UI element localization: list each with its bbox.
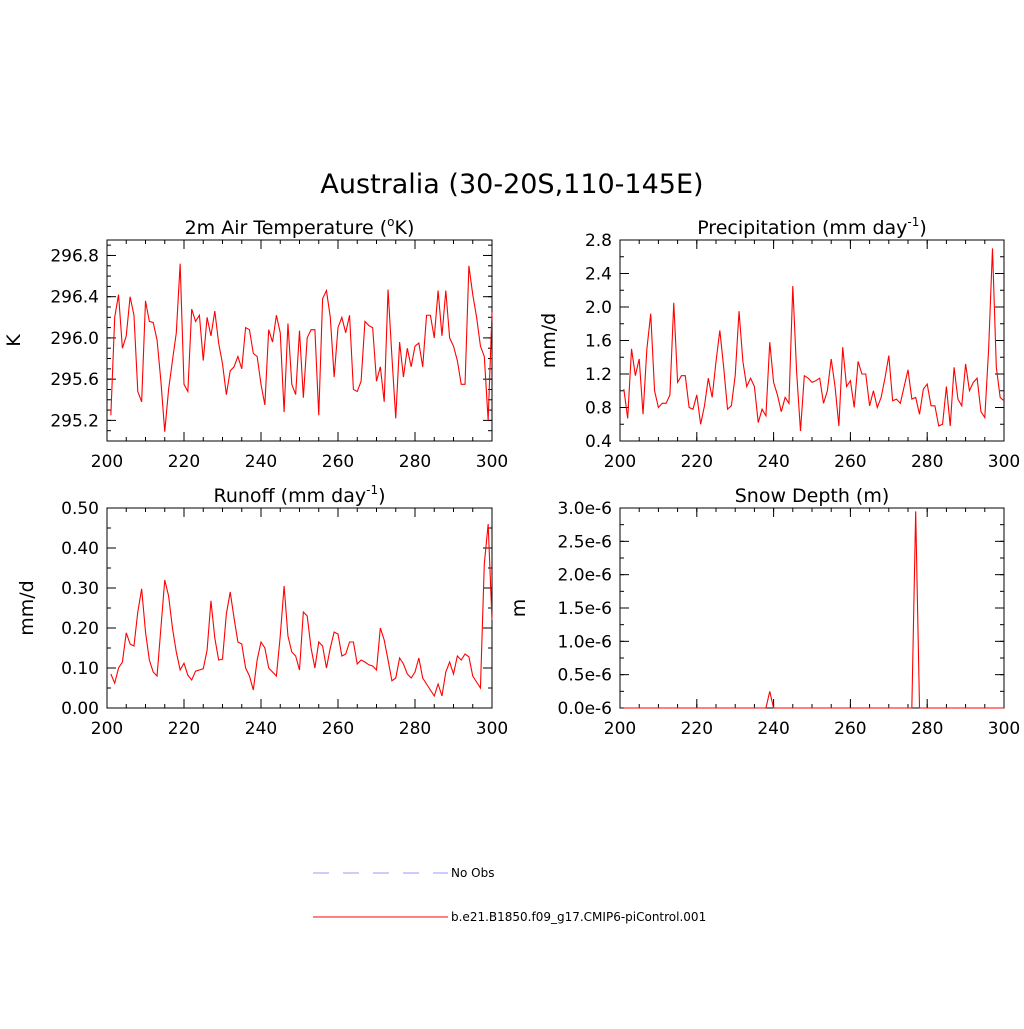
x-tick-label: 220	[681, 452, 713, 472]
figure-title: Australia (30-20S,110-145E)	[320, 169, 703, 200]
panel-title: Snow Depth (m)	[735, 485, 890, 507]
series-line-1	[110, 263, 493, 432]
plot-frame	[619, 239, 1005, 442]
y-tick-label: 2.8	[585, 231, 612, 251]
chart-panel-1: 200 220 240 260 280 300 295.2 295.6 296.0 296.4 29…	[3, 215, 508, 472]
y-tick-label: 0.30	[61, 579, 99, 599]
y-axis-label: mm/d	[538, 313, 560, 368]
y-tick-label: 0.0e-6	[558, 699, 612, 719]
legend-model-label: b.e21.B1850.f09_g17.CMIP6-piControl.001	[451, 910, 706, 924]
y-tick-label: 0.4	[585, 432, 612, 452]
y-tick-label: 0.8	[585, 399, 612, 419]
x-tick-label: 200	[604, 452, 636, 472]
y-tick-label: 1.5e-6	[558, 599, 612, 619]
y-tick-label: 295.6	[50, 370, 99, 390]
x-tick-label: 280	[399, 719, 431, 739]
plot-frame	[619, 507, 1005, 709]
y-tick-label: 0.20	[61, 619, 99, 639]
y-tick-label: 2.5e-6	[558, 532, 612, 552]
plot-frame	[106, 507, 493, 709]
x-tick-label: 260	[322, 719, 354, 739]
y-tick-label: 296.4	[50, 288, 99, 308]
panel-title: Precipitation (mm day-1)	[697, 215, 927, 239]
x-tick-label: 220	[168, 719, 200, 739]
x-tick-label: 260	[834, 452, 866, 472]
series-line-1	[110, 523, 493, 698]
y-tick-label: 1.2	[585, 365, 612, 385]
chart-panels: 200 220 240 260 280 300 295.2 295.6 296.0 296.4 29…	[3, 215, 1020, 739]
x-tick-label: 200	[604, 719, 636, 739]
x-tick-label: 280	[911, 452, 943, 472]
y-tick-label: 2.0	[585, 298, 612, 318]
y-tick-label: 0.40	[61, 539, 99, 559]
y-tick-label: 1.0e-6	[558, 632, 612, 652]
chart-panel-2: 200 220 240 260 280 300 0.4 0.8 1.2 1.6 2.0 2.4 2.8 P…	[538, 215, 1020, 472]
y-tick-label: 2.0e-6	[558, 566, 612, 586]
x-tick-label: 240	[245, 719, 277, 739]
x-tick-label: 300	[988, 452, 1020, 472]
y-axis-label: mm/d	[16, 580, 38, 635]
x-tick-label: 200	[91, 719, 123, 739]
x-tick-label: 220	[168, 452, 200, 472]
x-tick-label: 280	[911, 719, 943, 739]
y-tick-label: 1.6	[585, 332, 612, 352]
y-tick-label: 0.50	[61, 499, 99, 519]
series-line-1	[623, 511, 1004, 709]
chart-panel-3: 200 220 240 260 280 300 0.00 0.10 0.20 0.30 0.40 0.…	[16, 483, 508, 739]
chart-panel-4: 200 220 240 260 280 300 0.0e-6 0.5e-6 1.0e-6 1.5e…	[508, 485, 1020, 739]
y-tick-label: 0.10	[61, 659, 99, 679]
y-tick-label: 0.5e-6	[558, 666, 612, 686]
y-axis-label: K	[3, 334, 25, 347]
x-tick-label: 220	[681, 719, 713, 739]
y-axis-label: m	[508, 599, 530, 618]
panel-title: 2m Air Temperature (oK)	[185, 215, 415, 239]
x-tick-label: 240	[245, 452, 277, 472]
plot-frame	[106, 239, 493, 442]
x-tick-label: 200	[91, 452, 123, 472]
legend: No Obs b.e21.B1850.f09_g17.CMIP6-piContr…	[313, 866, 706, 924]
y-tick-label: 0.00	[61, 699, 99, 719]
x-tick-label: 260	[834, 719, 866, 739]
x-tick-label: 300	[988, 719, 1020, 739]
x-tick-label: 300	[476, 452, 508, 472]
x-tick-label: 280	[399, 452, 431, 472]
y-tick-label: 2.4	[585, 265, 612, 285]
x-tick-label: 240	[757, 452, 789, 472]
legend-obs-label: No Obs	[451, 866, 494, 880]
x-tick-label: 300	[476, 719, 508, 739]
panel-title: Runoff (mm day-1)	[214, 483, 386, 507]
y-tick-label: 296.0	[50, 329, 99, 349]
x-tick-label: 240	[757, 719, 789, 739]
x-tick-label: 260	[322, 452, 354, 472]
y-tick-label: 295.2	[50, 411, 99, 431]
series-line-1	[623, 248, 1005, 431]
y-tick-label: 296.8	[50, 246, 99, 266]
y-tick-label: 3.0e-6	[558, 499, 612, 519]
